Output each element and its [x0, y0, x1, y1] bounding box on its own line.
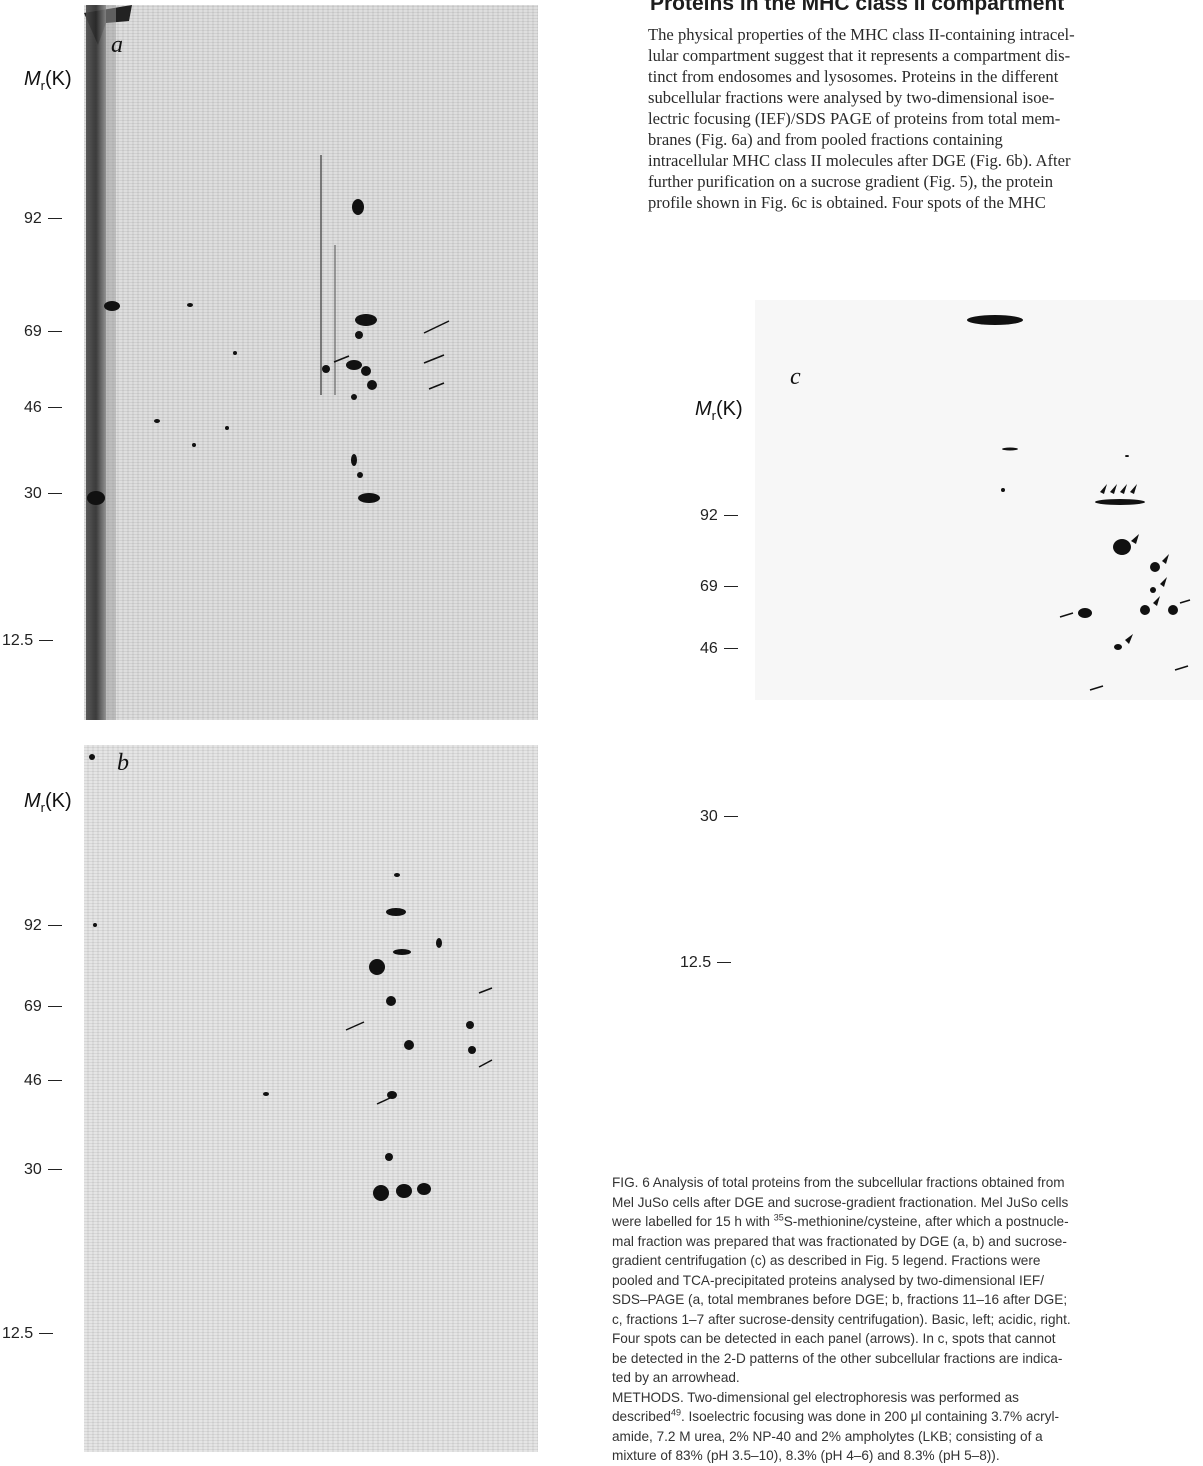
body-line: further purification on a sucrose gradie… [648, 172, 1054, 191]
marker-92-c: 92 [700, 507, 738, 525]
mr-axis-label-b: Mr(K) [24, 790, 72, 815]
gel-c-arrowheads [1100, 484, 1169, 644]
marker-30-a: 30 [24, 485, 62, 503]
gel-c-spots [967, 315, 1178, 650]
caption-line: gradient centrifugation (c) as described… [612, 1253, 1041, 1268]
marker-12-5-a: 12.5 [2, 632, 53, 650]
gel-a-image [84, 5, 450, 720]
gel-a-basic-edge-smear [86, 5, 106, 720]
marker-46-b: 46 [24, 1072, 62, 1090]
caption-line: METHODS. Two-dimensional gel electrophor… [612, 1389, 1019, 1405]
gel-a-spots [87, 199, 380, 505]
gel-panel-a [84, 5, 538, 720]
marker-12-5-c: 12.5 [680, 954, 731, 972]
body-line: lectric focusing (IEF)/SDS PAGE of prote… [648, 109, 1061, 128]
marker-92-a: 92 [24, 210, 62, 228]
caption-line: mal fraction was prepared that was fract… [612, 1233, 1067, 1249]
panel-letter-a: a [111, 32, 123, 58]
gel-b-spots [89, 754, 476, 1201]
figure-caption: FIG. 6 Analysis of total proteins from t… [612, 1173, 1203, 1466]
caption-line: ted by an arrowhead. [612, 1370, 740, 1385]
caption-line: be detected in the 2-D patterns of the o… [612, 1350, 1063, 1366]
marker-30-c: 30 [700, 808, 738, 826]
marker-69-b: 69 [24, 998, 62, 1016]
panel-letter-c: c [790, 364, 801, 390]
mr-symbol: M [24, 790, 41, 812]
mr-unit: (K) [45, 68, 72, 90]
mr-symbol: M [24, 68, 41, 90]
mr-subscript: r [40, 78, 46, 93]
caption-line: FIG. 6 Analysis of total proteins from t… [612, 1175, 1065, 1190]
caption-line: pooled and TCA-precipitated proteins ana… [612, 1272, 1044, 1288]
panel-letter-b: b [117, 750, 129, 776]
caption-line: Mel JuSo cells after DGE and sucrose-gra… [612, 1194, 1069, 1210]
body-line: subcellular fractions were analysed by t… [648, 88, 1055, 107]
body-paragraph: The physical properties of the MHC class… [648, 24, 1203, 213]
gel-panel-c [755, 300, 1203, 700]
marker-12-5-b: 12.5 [2, 1325, 53, 1343]
gel-a-arrows [333, 320, 450, 390]
gel-c-image [967, 315, 1191, 691]
mr-subscript: r [40, 800, 46, 815]
gel-panel-b [84, 745, 538, 1452]
marker-30-b: 30 [24, 1161, 62, 1179]
section-heading: Proteins in the MHC class II compartment [650, 0, 1065, 15]
gel-b-arrows [345, 987, 493, 1105]
marker-46-c: 46 [700, 640, 738, 658]
gel-b-image [89, 754, 493, 1201]
mr-axis-label-a: Mr(K) [24, 68, 72, 93]
caption-line: described49. Isoelectric focusing was do… [612, 1407, 1060, 1424]
body-line: The physical properties of the MHC class… [648, 25, 1075, 44]
mr-unit: (K) [716, 398, 743, 420]
body-line: profile shown in Fig. 6c is obtained. Fo… [648, 193, 1046, 212]
mr-subscript: r [711, 408, 717, 423]
caption-line: amide, 7.2 M urea, 2% NP-40 and 2% ampho… [612, 1428, 1043, 1444]
caption-line: SDS–PAGE (a, total membranes before DGE;… [612, 1292, 1068, 1307]
mr-symbol: M [695, 398, 712, 420]
body-line: branes (Fig. 6a) and from pooled fractio… [648, 130, 1003, 149]
caption-line: were labelled for 15 h with 35S-methioni… [612, 1212, 1069, 1229]
caption-line: c, fractions 1–7 after sucrose-density c… [612, 1311, 1071, 1327]
body-line: lular compartment suggest that it repres… [648, 46, 1071, 65]
marker-69-c: 69 [700, 578, 738, 596]
mr-unit: (K) [45, 790, 72, 812]
caption-line: Four spots can be detected in each panel… [612, 1331, 1056, 1346]
body-line: tinct from endosomes and lysosomes. Prot… [648, 67, 1059, 86]
gel-c-arrows [1059, 599, 1191, 691]
marker-46-a: 46 [24, 399, 62, 417]
mr-axis-label-c: Mr(K) [695, 398, 743, 423]
marker-69-a: 69 [24, 323, 62, 341]
marker-92-b: 92 [24, 917, 62, 935]
body-line: intracellular MHC class II molecules aft… [648, 151, 1071, 170]
caption-line: mixture of 83% (pH 3.5–10), 8.3% (pH 4–6… [612, 1448, 1000, 1463]
